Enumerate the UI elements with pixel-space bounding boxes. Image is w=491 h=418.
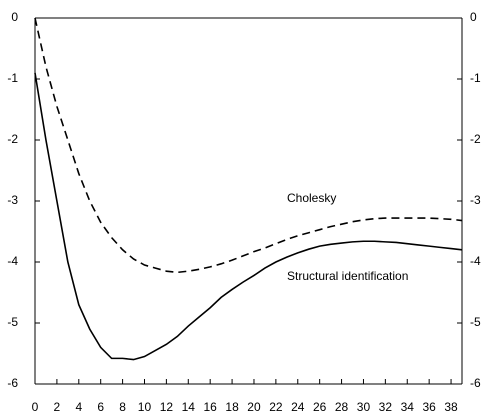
x-tick-label: 4 xyxy=(75,400,82,414)
x-tick-label: 0 xyxy=(32,400,39,414)
y2-tick-label: -1 xyxy=(470,71,481,85)
x-tick-label: 32 xyxy=(379,400,393,414)
y-tick-label: -4 xyxy=(7,254,18,268)
x-tick-label: 30 xyxy=(357,400,371,414)
series-label: Cholesky xyxy=(287,191,336,205)
series-label: Structural identification xyxy=(287,269,408,283)
y-tick-label: -1 xyxy=(7,71,18,85)
y2-tick-label: 0 xyxy=(470,10,477,24)
y2-tick-label: -4 xyxy=(470,254,481,268)
x-tick-label: 20 xyxy=(247,400,261,414)
y2-tick-label: -5 xyxy=(470,315,481,329)
x-tick-label: 36 xyxy=(422,400,436,414)
x-tick-label: 28 xyxy=(335,400,349,414)
y-tick-label: -2 xyxy=(7,132,18,146)
y-tick-label: -6 xyxy=(7,376,18,390)
x-tick-label: 24 xyxy=(291,400,305,414)
x-tick-label: 18 xyxy=(225,400,239,414)
x-tick-label: 38 xyxy=(444,400,458,414)
x-tick-label: 26 xyxy=(313,400,327,414)
y2-tick-label: -2 xyxy=(470,132,481,146)
series-line xyxy=(34,17,463,274)
x-tick-label: 6 xyxy=(97,400,104,414)
series-line xyxy=(34,72,463,361)
y2-tick-label: -6 xyxy=(470,376,481,390)
x-tick-label: 16 xyxy=(203,400,217,414)
y-tick-label: -3 xyxy=(7,193,18,207)
y-tick-label: 0 xyxy=(11,10,18,24)
x-tick-label: 14 xyxy=(182,400,196,414)
x-tick-label: 2 xyxy=(54,400,61,414)
x-tick-label: 10 xyxy=(138,400,152,414)
y2-tick-label: -3 xyxy=(470,193,481,207)
y-tick-label: -5 xyxy=(7,315,18,329)
x-tick-label: 22 xyxy=(269,400,283,414)
x-tick-label: 12 xyxy=(160,400,174,414)
x-tick-label: 8 xyxy=(119,400,126,414)
x-tick-label: 34 xyxy=(401,400,415,414)
